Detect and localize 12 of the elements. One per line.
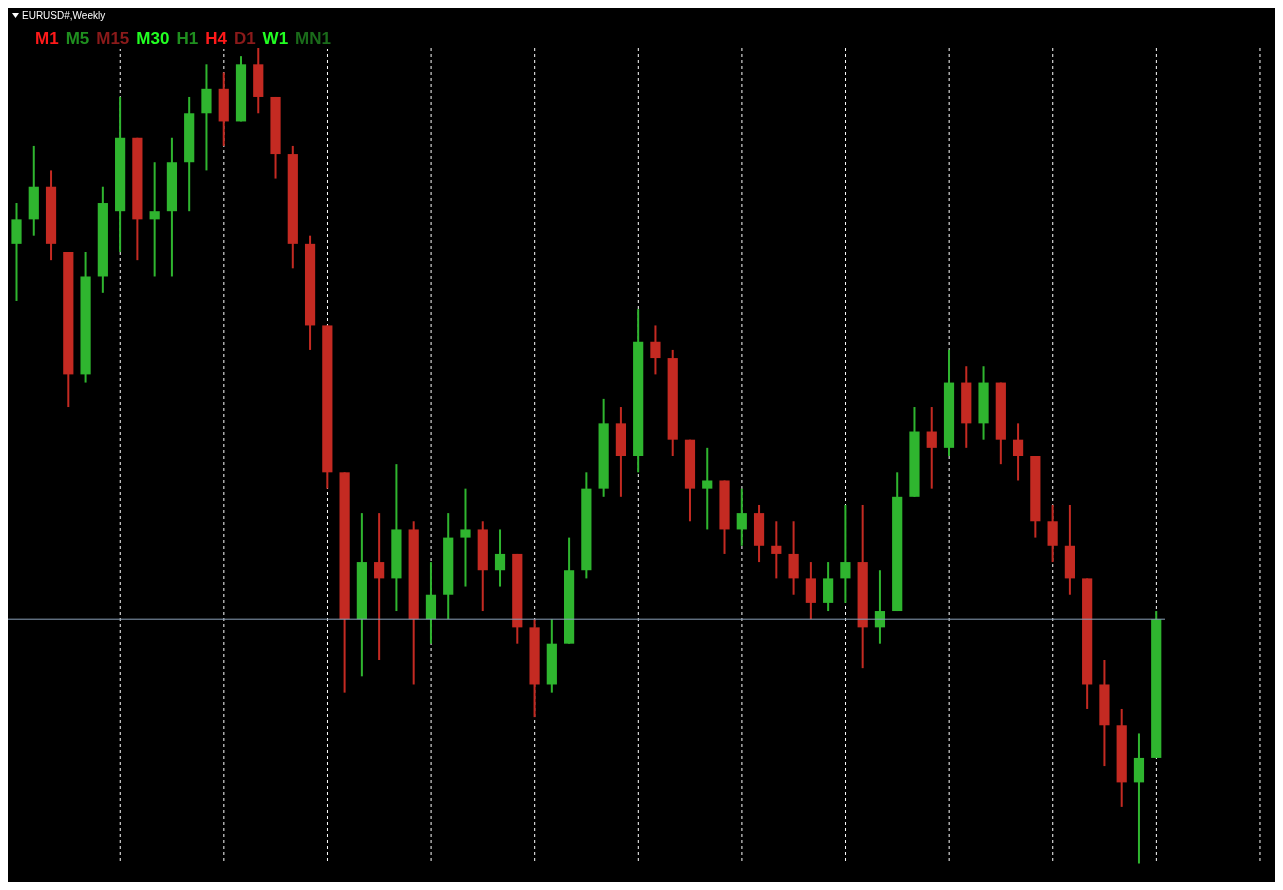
annotation: H4 bbox=[204, 29, 228, 49]
chart-title: EURUSD#,Weekly bbox=[22, 10, 106, 21]
candlestick bbox=[149, 162, 160, 277]
annotation: MN1 bbox=[294, 29, 333, 49]
annotation: M30 bbox=[135, 29, 171, 49]
annotation: M15 bbox=[95, 29, 131, 49]
annotation: H1 bbox=[175, 29, 200, 49]
annotation: M1 bbox=[34, 29, 60, 49]
annotation: M5 bbox=[64, 29, 91, 49]
annotation: D1 bbox=[232, 29, 257, 49]
annotation: W1 bbox=[261, 29, 290, 49]
candlestick bbox=[460, 488, 471, 587]
